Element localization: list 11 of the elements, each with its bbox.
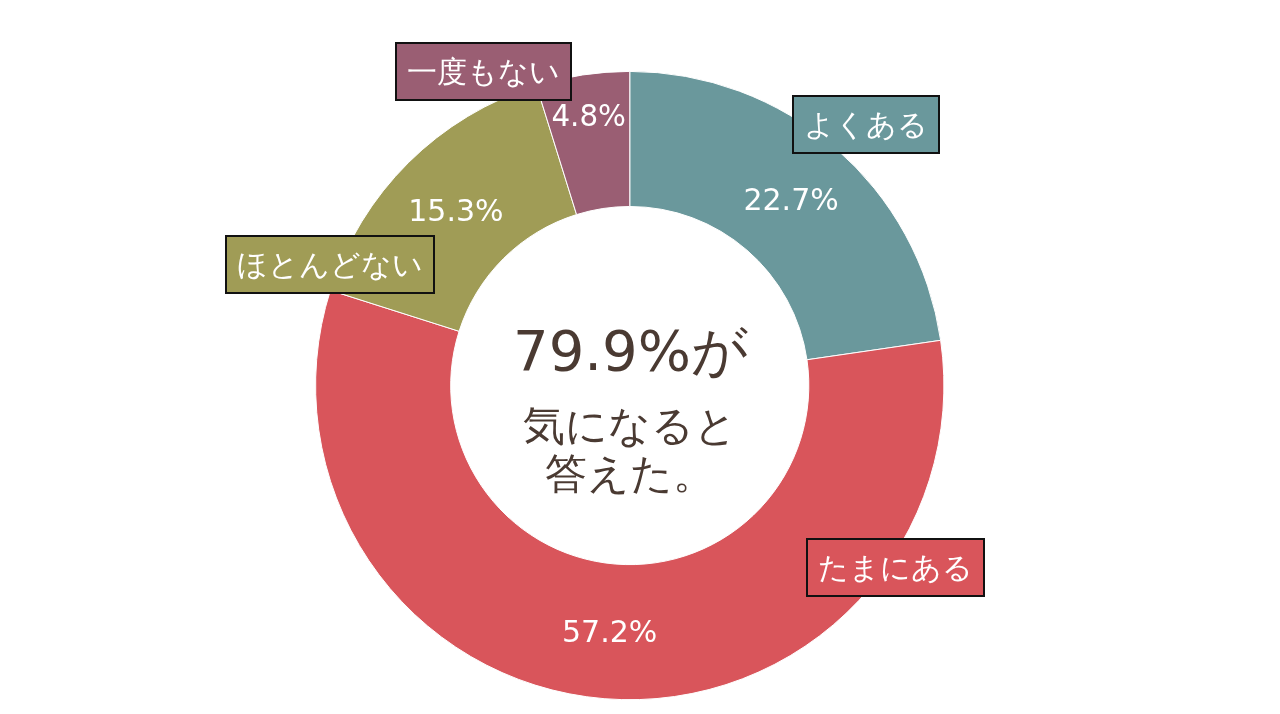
slice-label: ほとんどない	[237, 247, 423, 282]
data-label: 57.2%	[561, 613, 658, 649]
text: 答えた。	[545, 449, 715, 498]
data-label: 4.8%	[551, 98, 627, 133]
slice-label: たまにある	[818, 550, 973, 585]
slice-label: よくある	[804, 107, 928, 142]
text: 79.9%が	[513, 318, 748, 383]
data-label: 15.3%	[408, 193, 504, 229]
text: 気になると	[523, 401, 737, 450]
slice-label: 一度もない	[407, 54, 560, 89]
data-label: 22.7%	[743, 181, 839, 217]
